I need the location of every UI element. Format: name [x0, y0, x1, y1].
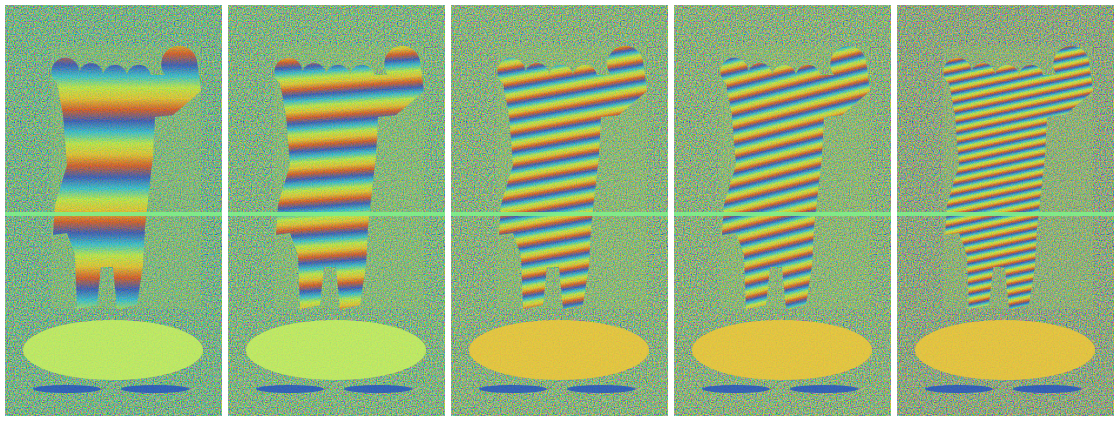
pedestal — [23, 320, 203, 380]
horizontal-line — [451, 212, 668, 216]
horizontal-line — [674, 212, 891, 216]
base-mark — [344, 385, 412, 393]
horizontal-line — [5, 212, 222, 216]
horizontal-line — [897, 212, 1114, 216]
base-mark — [256, 385, 324, 393]
page: (() => { const svg = document.getElement… — [0, 0, 1116, 421]
horizontal-line — [228, 212, 445, 216]
phase-panel — [5, 5, 222, 416]
base-mark — [33, 385, 101, 393]
pedestal — [692, 320, 872, 380]
pedestal — [246, 320, 426, 380]
phase-panel — [228, 5, 445, 416]
base-mark — [479, 385, 547, 393]
phase-panel — [451, 5, 668, 416]
base-mark — [121, 385, 189, 393]
base-mark — [702, 385, 770, 393]
base-mark — [567, 385, 635, 393]
pedestal — [915, 320, 1095, 380]
pedestal — [469, 320, 649, 380]
phase-map-strip — [0, 0, 1116, 421]
phase-panel — [674, 5, 891, 416]
base-mark — [790, 385, 858, 393]
base-mark — [1013, 385, 1081, 393]
phase-panel — [897, 5, 1114, 416]
base-mark — [925, 385, 993, 393]
